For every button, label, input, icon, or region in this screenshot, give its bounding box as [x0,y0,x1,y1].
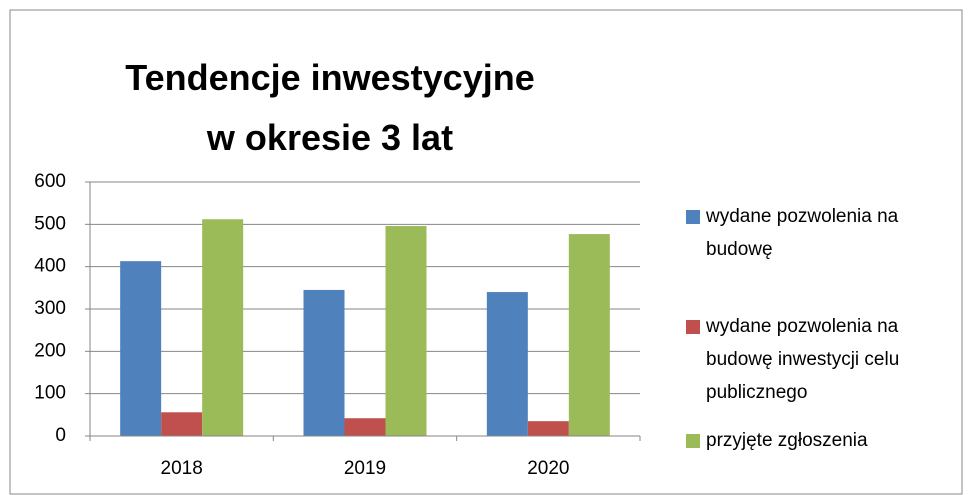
legend-swatch [686,210,700,224]
y-tick-label: 100 [34,383,66,404]
chart-border [9,9,963,495]
bar [303,289,345,436]
bar [568,234,610,436]
bar [344,418,386,436]
x-tick-label: 2019 [344,458,386,479]
y-tick-label: 0 [55,425,66,446]
bar [527,421,569,436]
bar [385,226,427,436]
x-tick-label: 2018 [161,458,203,479]
y-tick-label: 200 [34,340,66,361]
y-tick-label: 500 [34,213,66,234]
legend-item: wydane pozwolenia na budowę [686,200,956,266]
legend-swatch [686,320,700,334]
legend-swatch [686,434,700,448]
bar [202,219,244,436]
bar [120,261,162,436]
legend-item: przyjęte zgłoszenia [686,424,956,457]
legend-item: wydane pozwolenia na budowę inwestycji c… [686,310,956,409]
legend-label: wydane pozwolenia na budowę [706,206,899,260]
bar [161,412,203,436]
y-tick-label: 400 [34,256,66,277]
x-tick-label: 2020 [527,458,569,479]
legend-label: przyjęte zgłoszenia [706,430,868,451]
y-tick-label: 300 [34,298,66,319]
legend-label: wydane pozwolenia na budowę inwestycji c… [706,316,900,403]
y-tick-label: 600 [34,171,66,192]
bar [486,292,528,436]
chart-title: Tendencje inwestycyjne w okresie 3 lat [125,57,535,158]
